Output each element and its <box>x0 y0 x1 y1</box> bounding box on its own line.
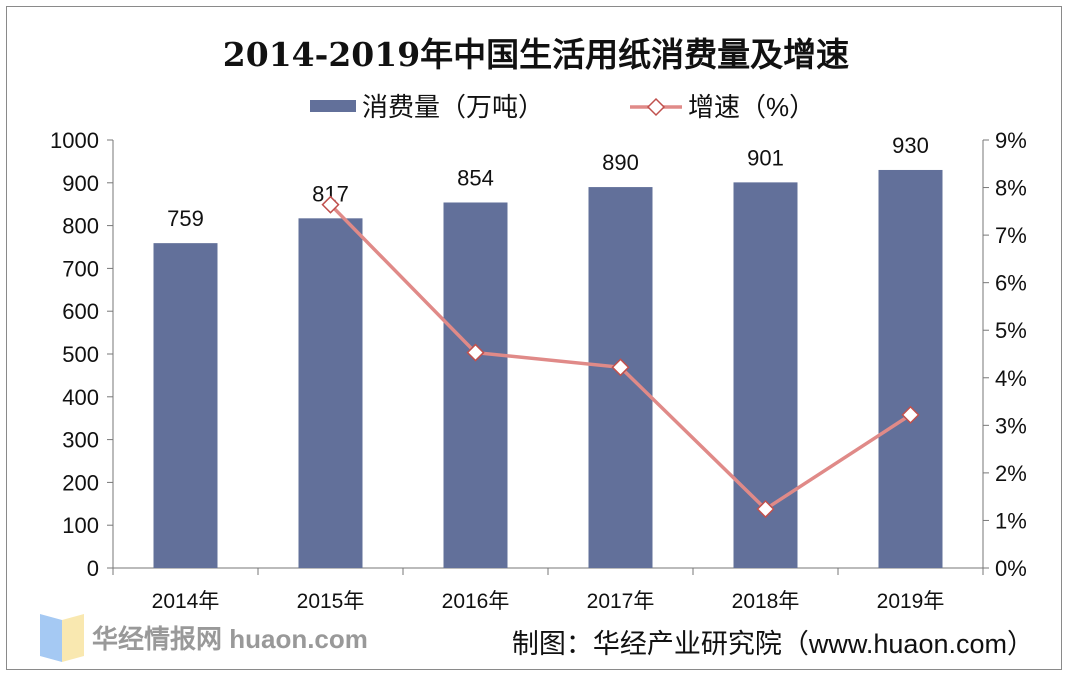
legend-bar-label: 消费量（万吨） <box>362 92 544 122</box>
growth-marker <box>901 405 920 424</box>
x-tick-label: 2014年 <box>152 590 220 613</box>
bar-data-label: 890 <box>602 150 639 175</box>
growth-marker <box>756 499 775 519</box>
right-tick-label: 8% <box>995 176 1027 201</box>
right-tick-label: 5% <box>995 318 1027 343</box>
watermark-text: 华经情报网 huaon.com <box>92 624 368 654</box>
x-tick-label: 2019年 <box>877 590 945 613</box>
right-tick-label: 3% <box>995 413 1027 438</box>
source-note: 制图：华经产业研究院（www.huaon.com） <box>511 629 1034 659</box>
watermark-logo-icon <box>62 614 84 662</box>
bar-2014年 <box>153 243 218 568</box>
growth-marker <box>466 343 485 362</box>
watermark-logo-icon <box>40 614 62 662</box>
right-tick-label: 2% <box>995 461 1027 486</box>
right-tick-label: 1% <box>995 508 1027 533</box>
growth-marker <box>321 195 340 214</box>
left-tick-label: 800 <box>62 214 99 239</box>
right-tick-label: 4% <box>995 366 1027 391</box>
left-tick-label: 900 <box>62 171 99 196</box>
left-tick-label: 700 <box>62 256 99 281</box>
x-tick-label: 2018年 <box>732 590 800 613</box>
left-tick-label: 600 <box>62 299 99 324</box>
bar-2019年 <box>878 169 943 568</box>
left-tick-label: 400 <box>62 385 99 410</box>
right-tick-label: 7% <box>995 223 1027 248</box>
bar-data-label: 759 <box>167 206 204 231</box>
left-tick-label: 500 <box>62 342 99 367</box>
bar-data-label: 854 <box>457 165 494 190</box>
legend-line-label: 增速（%） <box>688 92 815 122</box>
legend-bar-swatch <box>310 100 356 112</box>
bar-2017年 <box>588 187 653 568</box>
x-tick-label: 2017年 <box>587 590 655 613</box>
right-tick-label: 0% <box>995 556 1027 581</box>
chart-title: 2014-2019年中国生活用纸消费量及增速 <box>222 35 850 74</box>
legend-line-marker <box>646 97 666 117</box>
bar-2016年 <box>443 202 508 568</box>
left-tick-label: 0 <box>87 556 99 581</box>
right-tick-label: 9% <box>995 128 1027 153</box>
right-tick-label: 6% <box>995 271 1027 296</box>
chart-frame <box>6 6 1062 670</box>
x-tick-label: 2016年 <box>442 590 510 613</box>
x-tick-label: 2015年 <box>297 590 365 613</box>
bar-data-label: 930 <box>892 133 929 158</box>
bar-2015年 <box>298 218 363 568</box>
left-tick-label: 200 <box>62 470 99 495</box>
growth-marker <box>611 358 630 377</box>
left-tick-label: 1000 <box>50 128 99 153</box>
bar-data-label: 901 <box>747 145 784 170</box>
left-tick-label: 100 <box>62 513 99 538</box>
left-tick-label: 300 <box>62 428 99 453</box>
